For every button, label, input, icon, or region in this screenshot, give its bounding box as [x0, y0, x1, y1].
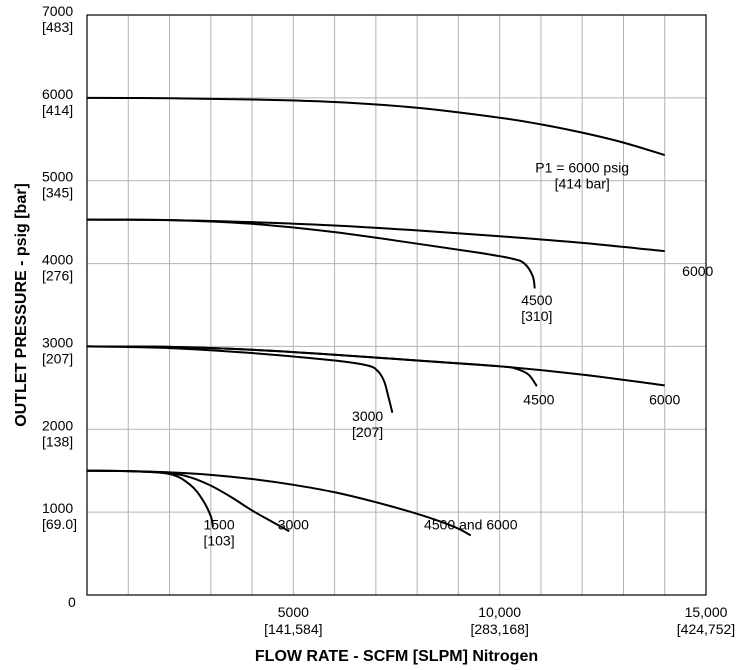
- x-tick-label: 10,000: [478, 604, 521, 620]
- curve-label-line: 3000: [352, 408, 383, 424]
- plot-frame: [86, 14, 707, 596]
- x-tick-label: 15,000: [685, 604, 728, 620]
- curve-label-line: [103]: [203, 533, 234, 549]
- x-tick-sublabel: [424,752]: [677, 621, 735, 637]
- curve-label: 6000: [649, 391, 680, 407]
- curve-label-line: 3000: [278, 517, 309, 533]
- curve-label: 4500 [310]: [521, 292, 552, 324]
- curve-layer: [86, 96, 666, 537]
- curve-label: P1 = 6000 psig [414 bar]: [535, 159, 629, 191]
- curve-label-line: 4500 and 6000: [424, 517, 518, 533]
- curve-label-line: 4500: [523, 391, 554, 407]
- y-tick-sublabel: [414]: [42, 102, 73, 118]
- curve-label: 3000: [278, 517, 309, 533]
- y-axis-title: OUTLET PRESSURE - psig [bar]: [13, 183, 30, 427]
- x-tick-label: 5000: [278, 604, 309, 620]
- x-axis-title: FLOW RATE - SCFM [SLPM] Nitrogen: [255, 648, 538, 665]
- series-line-6: [86, 345, 394, 413]
- y-tick-sublabel: [345]: [42, 185, 73, 201]
- y-tick-sublabel: [207]: [42, 350, 73, 366]
- curve-label-line: 6000: [682, 263, 713, 279]
- y-tick-sublabel: [276]: [42, 268, 73, 284]
- y-tick-label: 6000: [42, 86, 73, 102]
- plot-border: [86, 14, 707, 596]
- x-tick-sublabel: [141,584]: [264, 621, 322, 637]
- series-line-1: [86, 96, 666, 156]
- curve-label-line: 1500: [203, 517, 234, 533]
- y-tick-sublabel: [138]: [42, 433, 73, 449]
- series-line-9: [86, 469, 214, 528]
- y-tick-label: 4000: [42, 252, 73, 268]
- y-tick-label: 1000: [42, 500, 73, 516]
- curve-label: 3000 [207]: [352, 408, 383, 440]
- curve-label: 1500 [103]: [203, 517, 234, 549]
- grid-layer: [87, 15, 706, 595]
- y-tick-sublabel: [483]: [42, 19, 73, 35]
- y-tick-label: 0: [68, 594, 76, 610]
- curve-label: 4500 and 6000: [424, 517, 518, 533]
- y-tick-label: 7000: [42, 3, 73, 19]
- y-tick-label: 5000: [42, 169, 73, 185]
- tick-label-layer: 01000[69.0]2000[138]3000[207]4000[276]50…: [42, 3, 735, 637]
- curve-label-line: 6000: [649, 391, 680, 407]
- series-line-3: [86, 218, 536, 289]
- curve-label-line: [207]: [352, 424, 383, 440]
- series-line-5: [86, 345, 538, 387]
- curve-label-line: 4500: [521, 292, 552, 308]
- curve-label: 6000: [682, 263, 713, 279]
- curve-label-line: [310]: [521, 308, 552, 324]
- y-tick-label: 2000: [42, 417, 73, 433]
- curve-label-line: [414 bar]: [555, 175, 610, 191]
- y-tick-label: 3000: [42, 334, 73, 350]
- curve-label-line: P1 = 6000 psig: [535, 159, 629, 175]
- y-tick-sublabel: [69.0]: [42, 516, 77, 532]
- curve-label: 4500: [523, 391, 554, 407]
- x-tick-sublabel: [283,168]: [470, 621, 528, 637]
